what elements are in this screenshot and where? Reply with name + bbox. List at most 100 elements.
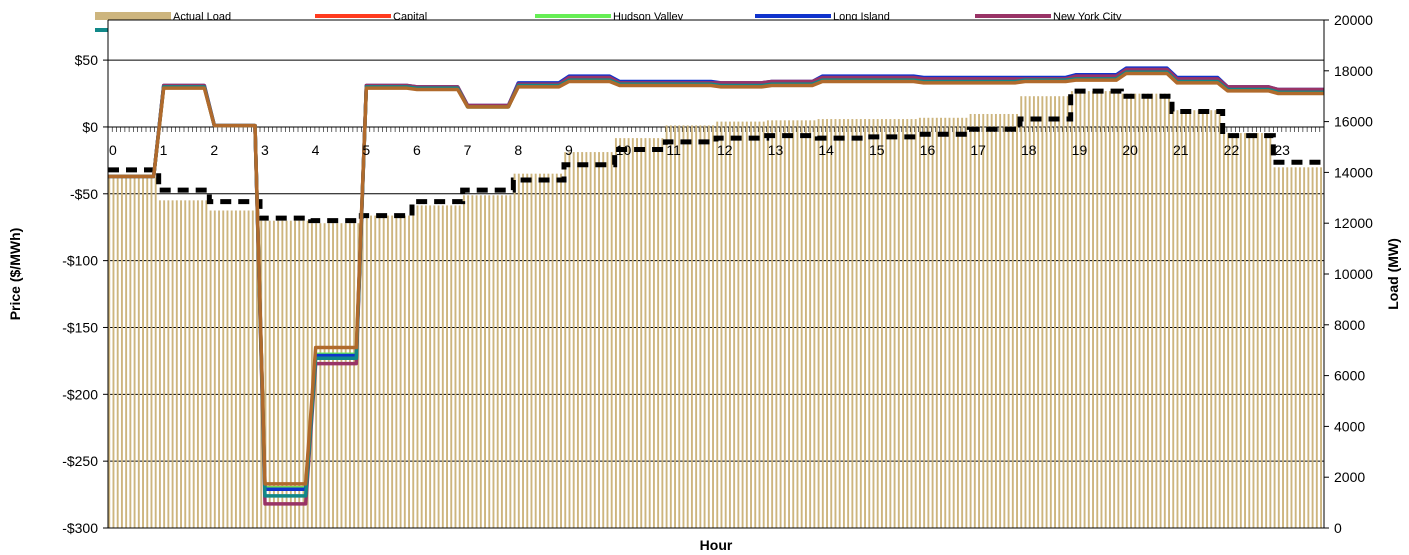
actual-load-bar bbox=[184, 200, 187, 528]
actual-load-bar bbox=[125, 177, 128, 529]
actual-load-bar bbox=[842, 119, 845, 528]
actual-load-bar bbox=[948, 117, 951, 528]
actual-load-bar bbox=[116, 177, 119, 529]
actual-load-bar bbox=[547, 173, 550, 529]
actual-load-bar bbox=[175, 200, 178, 528]
left-tick-label: -$100 bbox=[62, 253, 98, 269]
actual-load-bar bbox=[1197, 110, 1200, 529]
actual-load-bar bbox=[720, 121, 723, 528]
actual-load-bar bbox=[201, 200, 204, 528]
actual-load-bar bbox=[576, 152, 579, 528]
actual-load-bar bbox=[661, 138, 664, 529]
actual-load-bar bbox=[1311, 167, 1314, 528]
legend-swatch bbox=[95, 12, 171, 20]
actual-load-bar bbox=[496, 195, 499, 528]
actual-load-bar bbox=[712, 125, 714, 528]
actual-load-bar bbox=[551, 173, 554, 529]
actual-load-bar bbox=[674, 125, 676, 528]
actual-load-bar bbox=[1201, 110, 1204, 529]
actual-load-bar bbox=[1032, 96, 1035, 528]
hour-tick-label: 17 bbox=[970, 142, 986, 158]
actual-load-bar bbox=[1003, 113, 1006, 528]
actual-load-bar bbox=[741, 121, 744, 528]
actual-load-bar bbox=[636, 138, 638, 529]
actual-load-bar bbox=[399, 215, 402, 528]
actual-load-bar bbox=[703, 125, 706, 528]
actual-load-bar bbox=[1260, 133, 1263, 528]
actual-load-bar bbox=[940, 117, 942, 528]
actual-load-bar bbox=[1075, 91, 1078, 529]
actual-load-bar bbox=[1235, 133, 1238, 528]
actual-load-bar bbox=[454, 205, 457, 529]
actual-load-bar bbox=[800, 120, 803, 528]
actual-load-bar bbox=[855, 119, 858, 528]
actual-load-bar bbox=[648, 138, 651, 529]
series-da-forecast-load bbox=[108, 88, 1324, 224]
actual-load-bar bbox=[306, 220, 309, 528]
actual-load-bar bbox=[348, 223, 351, 528]
actual-load-bar bbox=[526, 173, 529, 529]
actual-load-bar bbox=[923, 117, 926, 528]
actual-load-bar bbox=[695, 125, 698, 528]
actual-load-bar bbox=[357, 223, 360, 528]
actual-load-bar bbox=[902, 119, 904, 528]
hour-ticks: 0 1 2 3 4 5 6 7 8 9 10 11 12 13 14 15 16 17 18 19 20 21 22 23 bbox=[109, 142, 1290, 158]
actual-load-bar bbox=[969, 113, 972, 528]
actual-load-bar bbox=[973, 113, 976, 528]
actual-load-bar bbox=[644, 138, 647, 529]
actual-load-bar bbox=[669, 125, 672, 528]
actual-load-bar bbox=[137, 177, 140, 529]
actual-load-bar bbox=[1096, 91, 1099, 529]
hour-tick-label: 12 bbox=[717, 142, 733, 158]
actual-load-bar bbox=[1320, 167, 1322, 528]
actual-load-bar bbox=[441, 205, 444, 529]
hour-tick-label: 13 bbox=[768, 142, 784, 158]
actual-load-bar bbox=[323, 223, 326, 528]
price-lines bbox=[108, 66, 1324, 506]
actual-load-bar bbox=[978, 113, 980, 528]
actual-load-bar bbox=[218, 210, 220, 528]
actual-load-bar bbox=[1189, 110, 1192, 529]
hour-tick-label: 1 bbox=[160, 142, 168, 158]
actual-load-bar bbox=[1138, 93, 1141, 528]
actual-load-bar bbox=[737, 121, 740, 528]
hour-tick-label: 2 bbox=[210, 142, 218, 158]
actual-load-bar bbox=[1087, 91, 1090, 529]
actual-load-bar bbox=[851, 119, 854, 528]
actual-load-bar bbox=[120, 177, 123, 529]
actual-load-bar bbox=[475, 195, 478, 528]
left-tick-label: -$200 bbox=[62, 386, 98, 402]
actual-load-bar bbox=[458, 205, 461, 529]
hour-tick-label: 23 bbox=[1274, 142, 1290, 158]
actual-load-bar bbox=[534, 173, 537, 529]
actual-load-bar bbox=[264, 220, 267, 528]
actual-load-bar bbox=[142, 177, 144, 529]
actual-load-bar bbox=[952, 117, 955, 528]
actual-load-bar bbox=[864, 119, 866, 528]
actual-load-bar bbox=[783, 120, 786, 528]
actual-load-bar bbox=[678, 125, 681, 528]
actual-load-bar bbox=[686, 125, 689, 528]
actual-load-bar bbox=[682, 125, 685, 528]
actual-load-bar bbox=[564, 152, 567, 528]
hour-tick-label: 19 bbox=[1072, 142, 1088, 158]
left-axis-ticks: $50 $0 -$50 -$100 -$150 -$200 -$250 -$300 bbox=[62, 52, 108, 536]
actual-load-bar bbox=[585, 152, 588, 528]
actual-load-bar bbox=[332, 223, 334, 528]
right-tick-label: 20000 bbox=[1334, 12, 1373, 28]
actual-load-bar bbox=[226, 210, 229, 528]
actual-load-bar bbox=[657, 138, 660, 529]
actual-load-bar bbox=[302, 220, 305, 528]
hour-tick-label: 21 bbox=[1173, 142, 1189, 158]
actual-load-bar bbox=[285, 220, 288, 528]
actual-load-bar bbox=[500, 195, 503, 528]
actual-load-bar bbox=[1227, 133, 1230, 528]
actual-load-bar bbox=[1180, 110, 1183, 529]
actual-load-bar bbox=[272, 220, 275, 528]
actual-load-bar bbox=[614, 138, 617, 529]
hour-tick-label: 11 bbox=[666, 142, 681, 158]
actual-load-bar bbox=[589, 152, 592, 528]
actual-load-bar bbox=[1028, 96, 1031, 528]
actual-load-bar bbox=[982, 113, 985, 528]
actual-load-bar bbox=[1024, 96, 1027, 528]
